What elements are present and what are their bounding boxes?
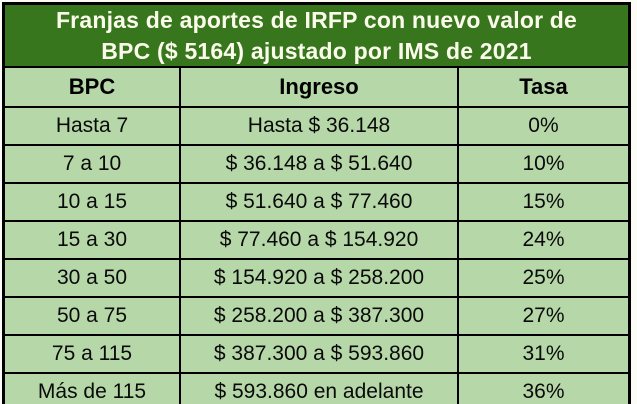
cell-ingreso: $ 387.300 a $ 593.860 [179, 334, 459, 374]
column-header-tasa: Tasa [456, 66, 631, 108]
cell-ingreso: $ 51.640 a $ 77.460 [179, 182, 459, 222]
table-row: 75 a 115 $ 387.300 a $ 593.860 31% [2, 334, 631, 374]
cell-tasa: 31% [456, 334, 631, 374]
cell-tasa: 0% [456, 106, 631, 146]
table-head: Franjas de aportes de IRFP con nuevo val… [2, 2, 631, 108]
table-title-line1: Franjas de aportes de IRFP con nuevo val… [55, 7, 578, 34]
cell-bpc: 30 a 50 [2, 258, 182, 298]
cell-tasa: 25% [456, 258, 631, 298]
cell-tasa: 15% [456, 182, 631, 222]
cell-bpc: 7 a 10 [2, 144, 182, 184]
cell-ingreso: $ 36.148 a $ 51.640 [179, 144, 459, 184]
table-row: 50 a 75 $ 258.200 a $ 387.300 27% [2, 296, 631, 336]
table-row: Más de 115 $ 593.860 en adelante 36% [2, 372, 631, 404]
cell-bpc: Hasta 7 [2, 106, 182, 146]
cell-ingreso: $ 77.460 a $ 154.920 [179, 220, 459, 260]
cell-bpc: 15 a 30 [2, 220, 182, 260]
cell-bpc: 10 a 15 [2, 182, 182, 222]
cell-ingreso: $ 593.860 en adelante [179, 372, 459, 404]
table-row: Hasta 7 Hasta $ 36.148 0% [2, 106, 631, 146]
cell-tasa: 27% [456, 296, 631, 336]
cell-ingreso: $ 154.920 a $ 258.200 [179, 258, 459, 298]
title-banner-row: Franjas de aportes de IRFP con nuevo val… [2, 2, 631, 68]
cell-bpc: 75 a 115 [2, 334, 182, 374]
cell-ingreso: Hasta $ 36.148 [179, 106, 459, 146]
column-header-row: BPC Ingreso Tasa [2, 66, 631, 108]
cell-tasa: 10% [456, 144, 631, 184]
table-title: Franjas de aportes de IRFP con nuevo val… [2, 2, 631, 68]
table-row: 10 a 15 $ 51.640 a $ 77.460 15% [2, 182, 631, 222]
table-body: Hasta 7 Hasta $ 36.148 0% 7 a 10 $ 36.148 a … [2, 106, 631, 404]
cell-bpc: Más de 115 [2, 372, 182, 404]
cell-tasa: 36% [456, 372, 631, 404]
table-row: 15 a 30 $ 77.460 a $ 154.920 24% [2, 220, 631, 260]
cell-bpc: 50 a 75 [2, 296, 182, 336]
table-row: 30 a 50 $ 154.920 a $ 258.200 25% [2, 258, 631, 298]
table-title-line2: BPC ($ 5164) ajustado por IMS de 2021 [101, 37, 532, 64]
cell-ingreso: $ 258.200 a $ 387.300 [179, 296, 459, 336]
column-header-ingreso: Ingreso [179, 66, 459, 108]
table-row: 7 a 10 $ 36.148 a $ 51.640 10% [2, 144, 631, 184]
cell-tasa: 24% [456, 220, 631, 260]
column-header-bpc: BPC [2, 66, 182, 108]
